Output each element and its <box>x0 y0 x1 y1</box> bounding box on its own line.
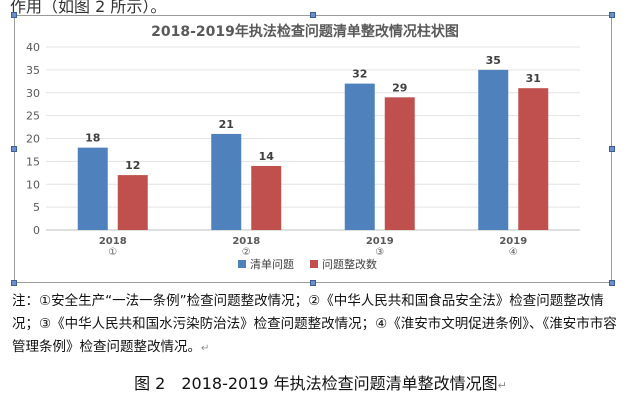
y-tick-label: 40 <box>26 41 40 54</box>
bar-listed-issues <box>77 147 108 230</box>
data-label: 29 <box>392 81 407 94</box>
x-tick-label-year: 2018 <box>99 236 127 247</box>
data-label: 14 <box>259 150 275 163</box>
note-text: 注：①安全生产“一法一条例”检查问题整改情况；②《中华人民共和国食品安全法》检查… <box>12 293 617 355</box>
bar-rectified-issues <box>117 175 148 230</box>
y-tick-label: 0 <box>33 224 40 237</box>
y-tick-label: 30 <box>26 87 40 100</box>
legend-swatch <box>238 260 246 268</box>
resize-handle-bottom-center[interactable] <box>310 280 316 286</box>
figure-caption: 图 2 2018-2019 年执法检查问题清单整改情况图↵ <box>0 370 641 394</box>
x-tick-label-index: ④ <box>509 247 518 258</box>
chart-note: 注：①安全生产“一法一条例”检查问题整改情况；②《中华人民共和国食品安全法》检查… <box>12 290 618 360</box>
x-tick-label-year: 2019 <box>366 236 394 247</box>
data-label: 21 <box>219 118 234 131</box>
bar-rectified-issues <box>518 88 549 230</box>
y-tick-label: 5 <box>33 201 40 214</box>
data-label: 32 <box>352 68 367 81</box>
preceding-text: 作用（如图 2 所示）。 <box>10 0 167 16</box>
data-label: 18 <box>85 132 100 145</box>
resize-handle-bottom-right[interactable] <box>609 280 615 286</box>
bar-rectified-issues <box>384 97 415 230</box>
caption-text: 图 2 2018-2019 年执法检查问题清单整改情况图 <box>134 374 498 393</box>
bar-rectified-issues <box>251 165 282 230</box>
resize-handle-bottom-left[interactable] <box>11 280 17 286</box>
paragraph-mark-icon: ↵ <box>497 379 507 392</box>
bar-chart: 2018-2019年执法检查问题清单整改情况柱状图 18 12 21 14 32 29 35… <box>26 23 580 271</box>
y-tick-label: 10 <box>26 178 40 191</box>
x-tick-label-index: ③ <box>375 247 384 258</box>
resize-handle-top-center[interactable] <box>310 12 316 18</box>
y-tick-label: 35 <box>26 64 40 77</box>
resize-handle-middle-left[interactable] <box>11 146 17 152</box>
bar-listed-issues <box>211 133 242 230</box>
resize-handle-middle-right[interactable] <box>609 146 615 152</box>
x-tick-label-index: ① <box>108 247 117 258</box>
resize-handle-top-right[interactable] <box>609 12 615 18</box>
bar-listed-issues <box>478 69 509 230</box>
legend-label: 问题整改数 <box>322 257 377 271</box>
data-label: 31 <box>526 72 541 85</box>
x-tick-label-year: 2018 <box>232 236 260 247</box>
x-tick-label-index: ② <box>242 247 251 258</box>
paragraph-mark-icon: ↵ <box>201 343 210 354</box>
y-tick-label: 20 <box>26 133 40 146</box>
chart-title: 2018-2019年执法检查问题清单整改情况柱状图 <box>151 23 459 40</box>
data-label: 12 <box>125 159 140 172</box>
y-tick-label: 25 <box>26 110 40 123</box>
legend-label: 清单问题 <box>250 258 294 271</box>
bar-listed-issues <box>344 83 375 230</box>
y-tick-label: 15 <box>26 155 40 168</box>
legend-swatch <box>310 260 318 268</box>
resize-handle-top-left[interactable] <box>11 12 17 18</box>
data-label: 35 <box>486 54 501 67</box>
x-tick-label-year: 2019 <box>499 236 527 247</box>
